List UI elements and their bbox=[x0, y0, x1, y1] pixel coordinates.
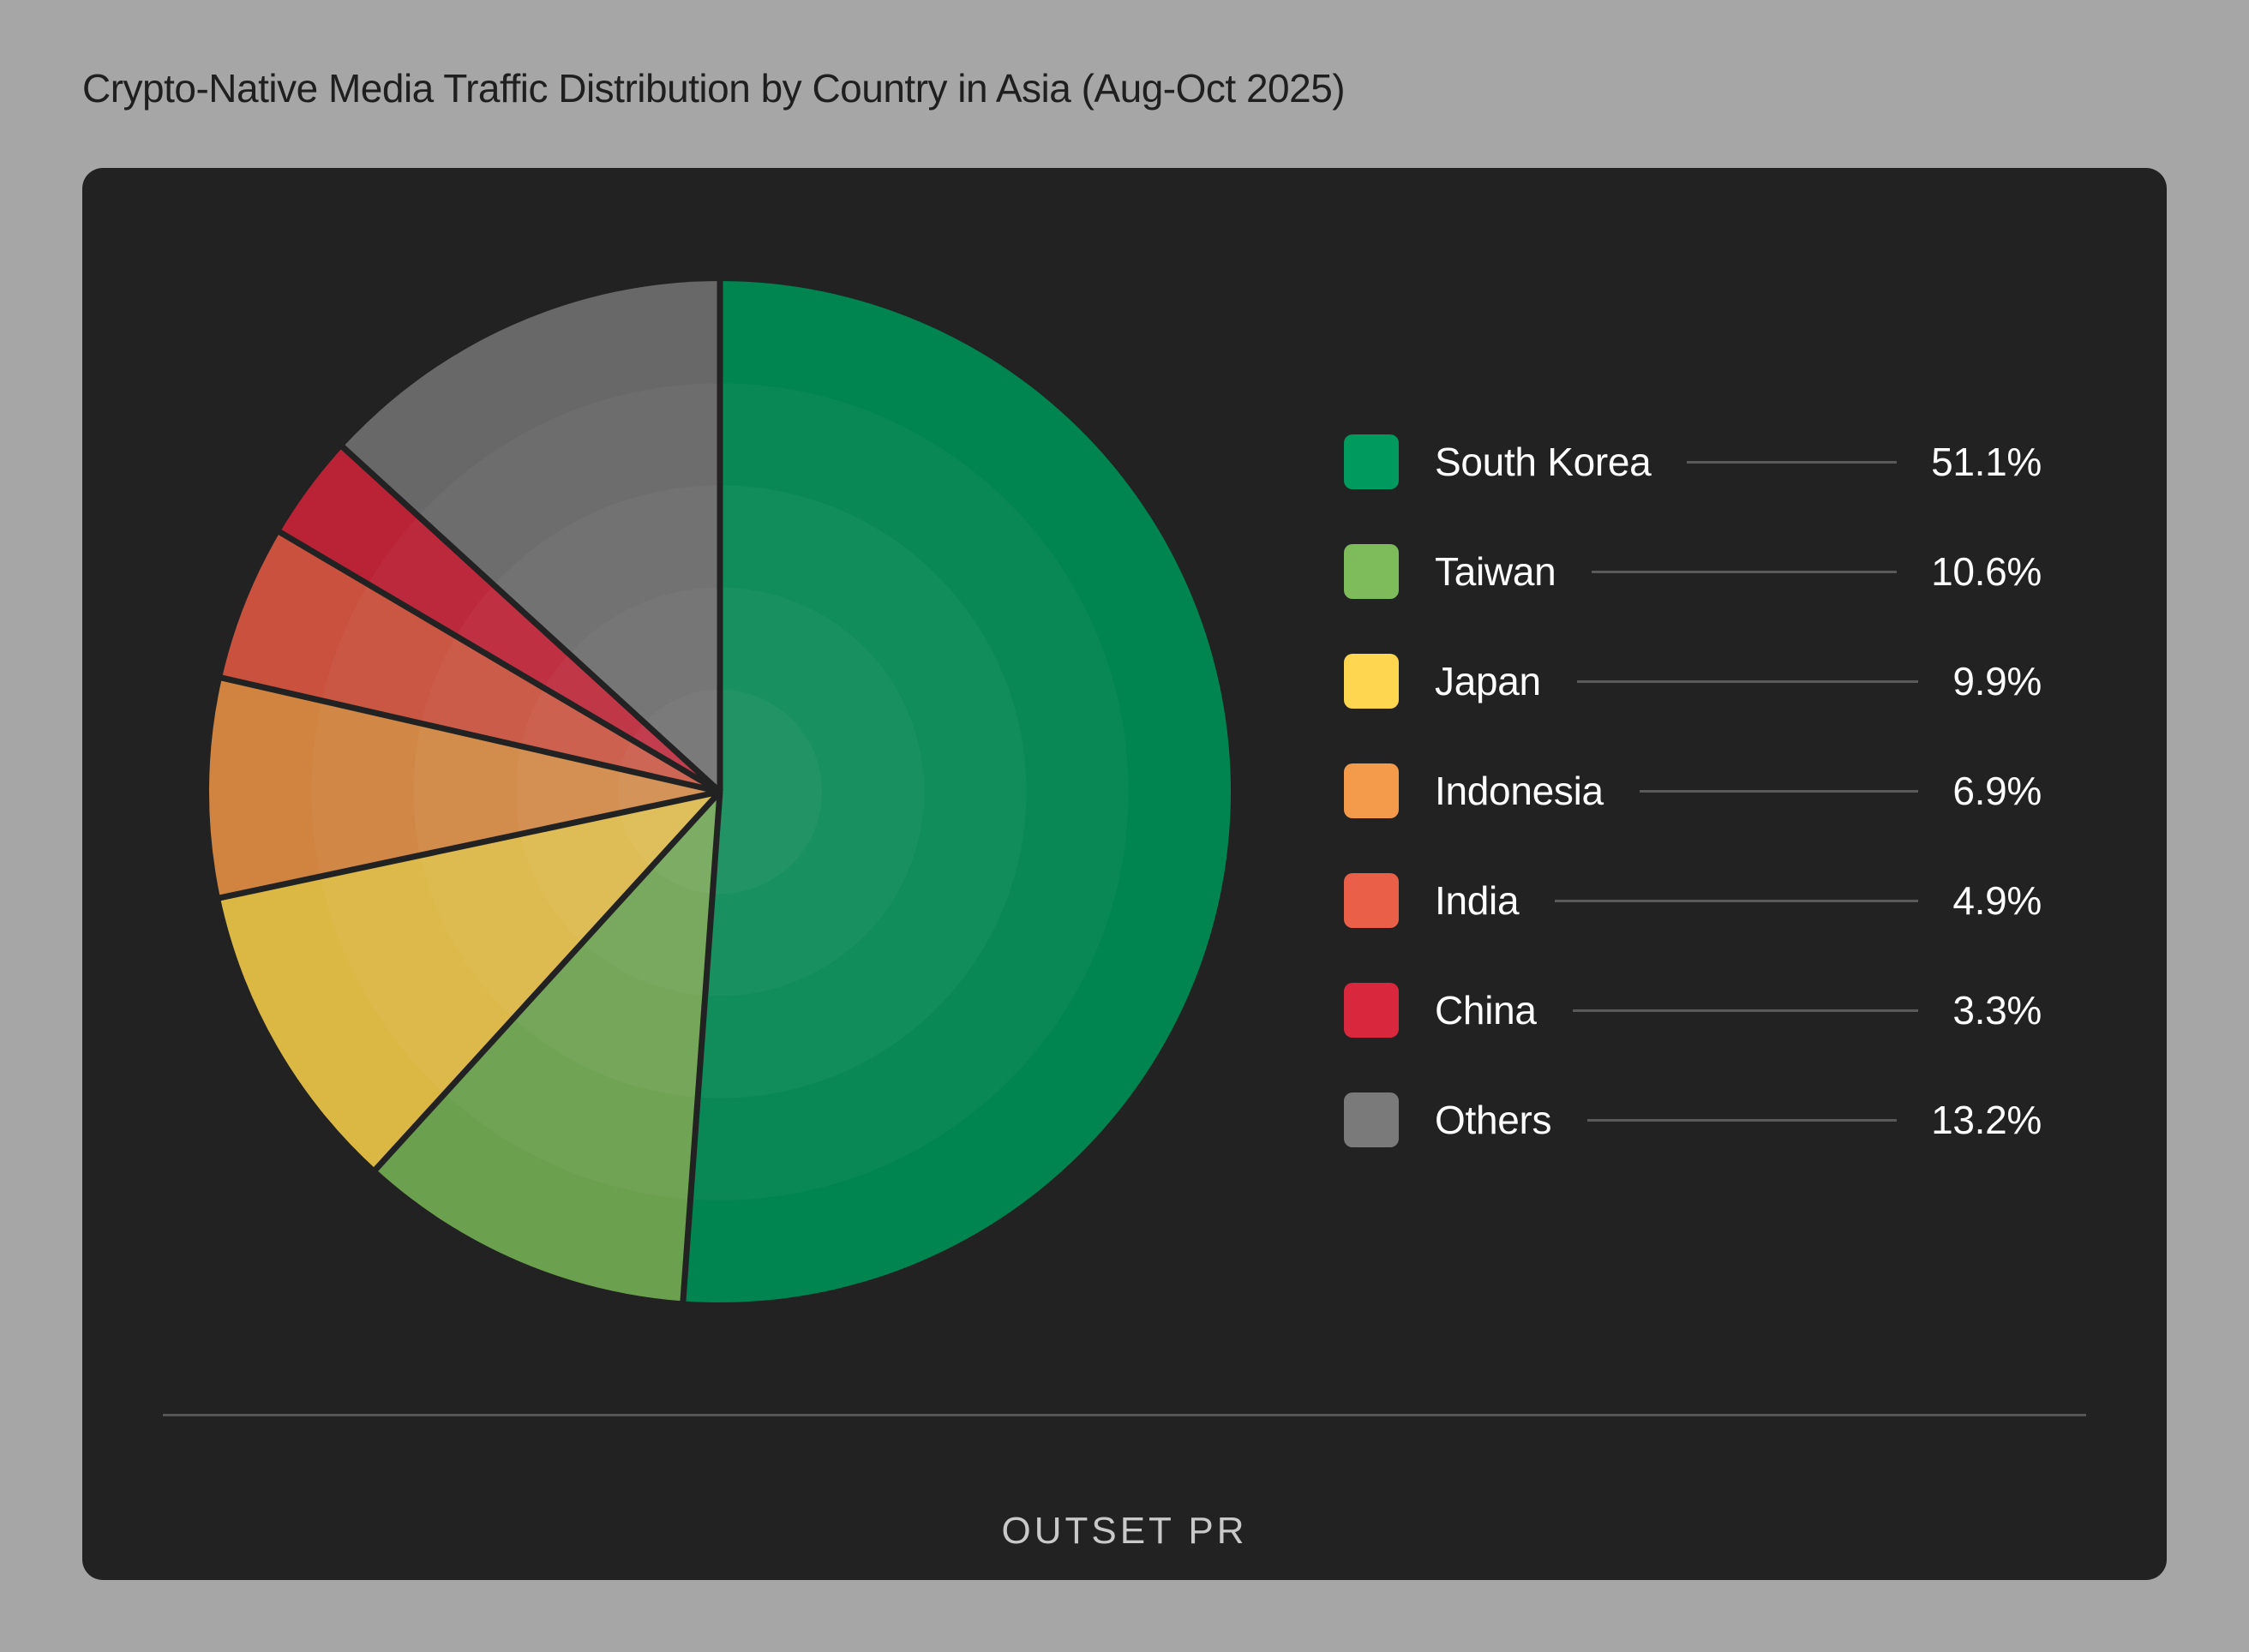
pie-slice-others bbox=[343, 281, 720, 792]
chart-panel: South Korea 51.1% Taiwan 10.6% Japan 9.9… bbox=[82, 168, 2167, 1580]
chart-title: Crypto-Native Media Traffic Distribution… bbox=[82, 66, 1346, 111]
pie-slice-separator bbox=[372, 789, 723, 1173]
pie-slice-south-korea bbox=[682, 281, 1232, 1302]
pie-chart bbox=[209, 279, 1232, 1303]
pie-slice-indonesia bbox=[209, 678, 720, 898]
pie-slice-separator bbox=[339, 443, 723, 794]
pie-slice-separator bbox=[218, 788, 721, 901]
footer-divider bbox=[163, 1414, 2086, 1416]
pie-slice-taiwan bbox=[375, 792, 720, 1302]
pie-slice-india bbox=[222, 532, 720, 792]
pie-slice-separator bbox=[277, 529, 722, 795]
pie-slice-china bbox=[279, 446, 720, 792]
pie-slice-japan bbox=[219, 792, 720, 1170]
brand-logo: OUTSET PR bbox=[1001, 1510, 1248, 1552]
pie-slice-separator bbox=[219, 674, 721, 795]
pie-slice-separator bbox=[680, 791, 723, 1303]
